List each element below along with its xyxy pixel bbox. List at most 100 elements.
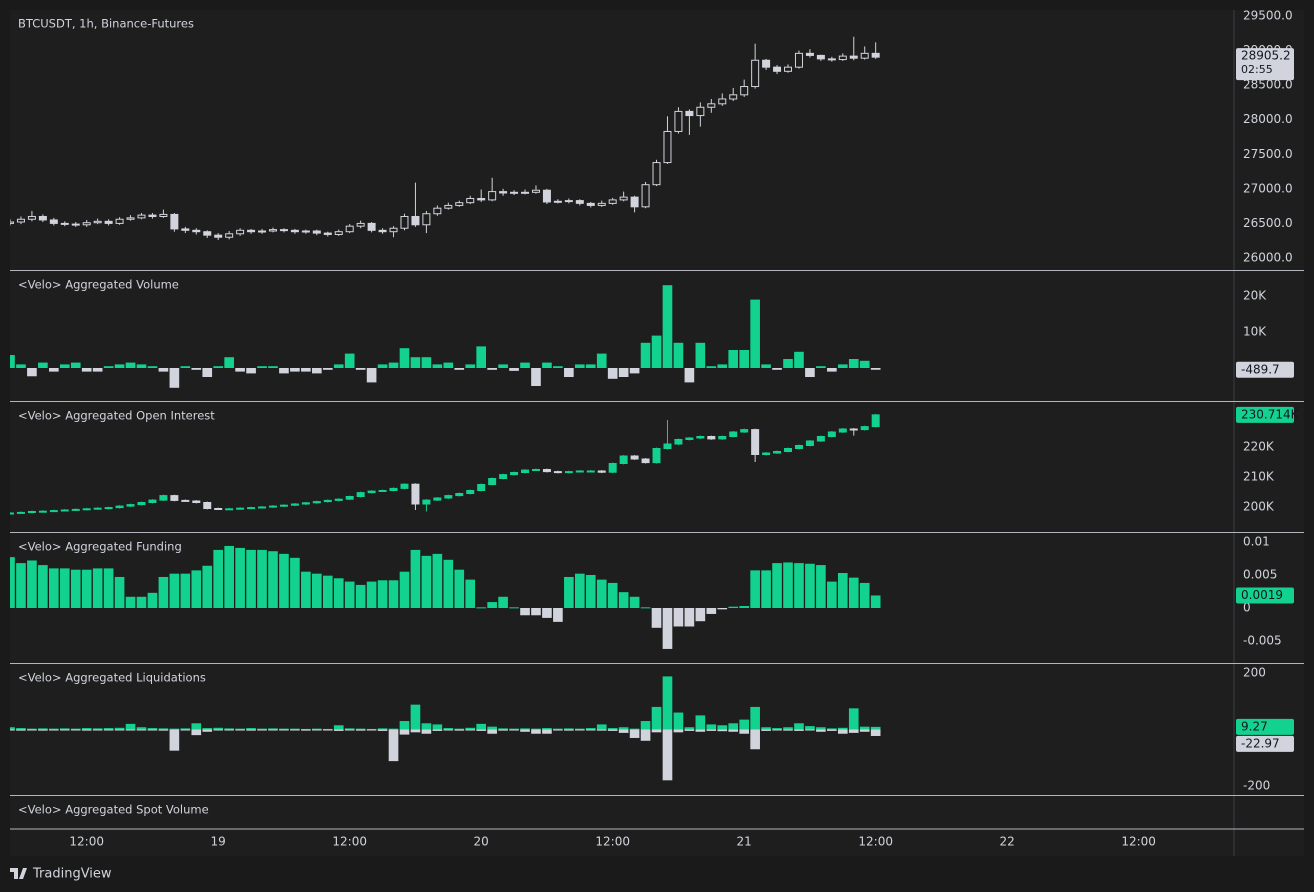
bar <box>301 729 311 731</box>
candle-body <box>608 463 617 473</box>
candle-body <box>553 200 562 203</box>
bar <box>837 364 848 368</box>
bar <box>38 565 48 609</box>
bar <box>125 362 136 368</box>
candle-body <box>455 202 464 206</box>
bar <box>136 364 147 368</box>
candle-body <box>203 231 212 236</box>
candle-body <box>663 443 672 450</box>
bar <box>761 729 771 731</box>
candle-body <box>422 213 431 226</box>
bar <box>553 729 563 731</box>
candle-body <box>148 499 157 504</box>
bar <box>816 729 826 732</box>
bar <box>596 724 607 730</box>
bar <box>574 729 585 731</box>
bar <box>848 358 859 368</box>
bar <box>136 727 147 730</box>
bar <box>421 729 432 734</box>
x-tick-label: 12:00 <box>1121 835 1156 849</box>
y-tick-label: 27000.0 <box>1243 181 1293 195</box>
bar <box>640 729 651 741</box>
bar <box>706 724 717 730</box>
candle-body <box>290 229 299 233</box>
bar <box>70 569 81 609</box>
bar <box>509 607 519 609</box>
bar <box>728 723 739 730</box>
x-tick-label: 12:00 <box>858 835 893 849</box>
bar <box>618 729 629 733</box>
candle-body <box>16 511 25 514</box>
bar <box>246 549 256 609</box>
bar <box>333 578 344 609</box>
bar <box>739 729 750 734</box>
last-price-bg <box>1236 48 1294 81</box>
pane-title: <Velo> Aggregated Liquidations <box>18 671 206 685</box>
candle-body <box>247 229 256 233</box>
bar <box>49 729 59 731</box>
bar <box>235 729 245 731</box>
bar <box>388 728 399 730</box>
bar <box>366 367 377 383</box>
bar <box>640 342 651 368</box>
bar <box>859 582 870 609</box>
candle-body <box>674 439 683 445</box>
bar <box>125 723 136 730</box>
bar <box>432 364 443 368</box>
bar <box>16 563 26 609</box>
bar <box>59 728 70 730</box>
bar <box>257 729 267 731</box>
y-tick-label: 29500.0 <box>1243 9 1293 23</box>
candle-body <box>236 507 245 510</box>
bar <box>268 728 278 730</box>
bar <box>125 596 136 609</box>
pane-title: <Velo> Aggregated Spot Volume <box>18 803 209 817</box>
bar <box>147 728 158 730</box>
bar <box>564 728 574 730</box>
bar <box>432 724 443 730</box>
candle-body <box>773 66 782 72</box>
last-value: 230.714K <box>1241 407 1300 421</box>
candle-body <box>400 215 409 229</box>
y-tick-label: 26500.0 <box>1243 216 1293 230</box>
bar <box>92 728 103 730</box>
bar <box>147 592 158 609</box>
bar <box>739 606 750 609</box>
bar <box>191 723 202 730</box>
bar <box>848 729 859 733</box>
bar <box>158 729 169 731</box>
candle-body <box>378 229 387 233</box>
bar <box>750 299 760 368</box>
bar <box>684 367 695 383</box>
bar <box>81 569 92 609</box>
y-tick-label: 220K <box>1243 440 1275 454</box>
candle-body <box>290 503 299 506</box>
candle-body <box>27 511 36 514</box>
bar <box>870 595 881 609</box>
candle-body <box>170 213 179 230</box>
bar <box>673 729 684 733</box>
candle-body <box>258 506 267 509</box>
overlay: 12:00 19 12:00 20 12:00 21 12:00 22 12:00 26000.0… <box>10 9 1304 849</box>
candle-body <box>38 510 47 513</box>
y-tick-label: 27500.0 <box>1243 147 1293 161</box>
bar <box>377 729 388 731</box>
candle-body <box>685 437 694 441</box>
candle-body <box>389 487 398 492</box>
candle-body <box>521 469 530 474</box>
bar <box>662 729 673 781</box>
y-tick-label: 210K <box>1243 470 1275 484</box>
candle-body <box>641 184 650 208</box>
candle-body <box>564 200 573 203</box>
bar <box>443 729 454 731</box>
bar <box>344 581 355 609</box>
candle-body <box>619 455 628 465</box>
candle-body <box>312 501 321 504</box>
bar <box>312 729 322 731</box>
bar <box>224 728 234 730</box>
bar <box>114 364 125 368</box>
y-tick-label: 28500.0 <box>1243 78 1293 92</box>
candle-body <box>433 207 442 215</box>
candle-body <box>170 495 179 501</box>
bar <box>355 729 366 731</box>
